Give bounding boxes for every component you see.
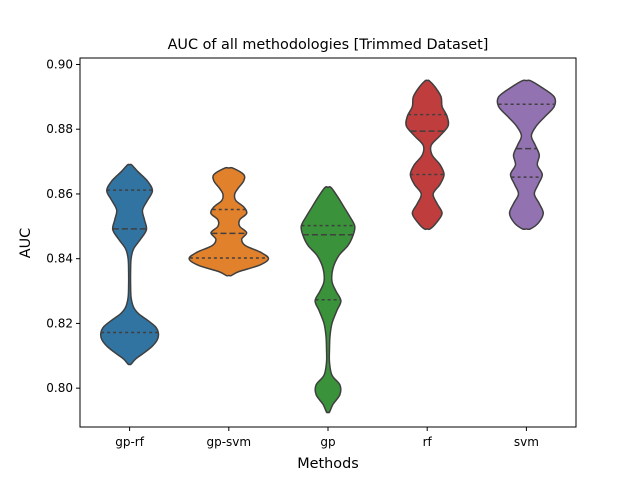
violin-body	[405, 79, 450, 231]
violin-rf	[405, 79, 450, 231]
violin-body	[496, 79, 557, 231]
y-tick-label: 0.82	[46, 316, 73, 330]
chart-title: AUC of all methodologies [Trimmed Datase…	[168, 37, 489, 53]
y-tick-label: 0.88	[46, 122, 73, 136]
plot-area	[99, 79, 557, 414]
y-tick-label: 0.84	[46, 252, 73, 266]
x-tick-label: svm	[514, 435, 539, 449]
x-tick-label: gp-svm	[206, 435, 251, 449]
y-tick-label: 0.86	[46, 187, 73, 201]
violin-body	[188, 166, 270, 277]
violin-body	[99, 163, 160, 366]
axes: 0.80 0.82 0.84 0.86 0.88 0.90 gp-rf gp-svm gp rf s…	[46, 57, 577, 449]
violin-gp	[300, 186, 356, 414]
x-axis-label: Methods	[297, 456, 358, 472]
x-tick-label: gp-rf	[115, 435, 144, 449]
y-tick-label: 0.80	[46, 381, 73, 395]
violin-svm	[496, 79, 557, 231]
violin-gp-rf	[99, 163, 160, 366]
x-tick-label: gp	[320, 435, 335, 449]
violin-gp-svm	[188, 166, 270, 277]
y-tick-label: 0.90	[46, 57, 73, 71]
x-tick-label: rf	[423, 435, 433, 449]
y-axis-label: AUC	[18, 228, 34, 258]
